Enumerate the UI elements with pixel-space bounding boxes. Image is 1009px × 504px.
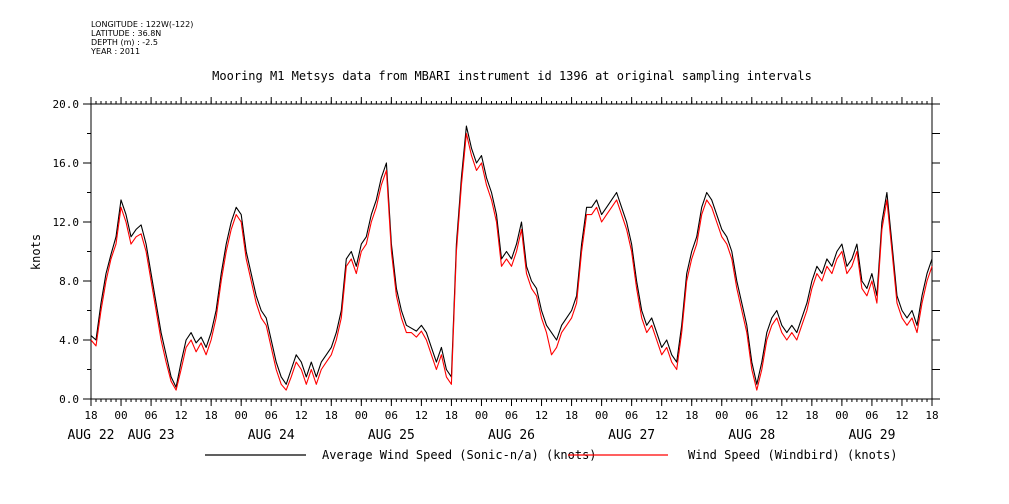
- y-axis: 0.0 4.0 8.0 12.0 16.0 20.0: [53, 98, 940, 406]
- x-tick-label: 12: [174, 409, 187, 422]
- depth-label: DEPTH (m) : -2.5: [91, 38, 158, 47]
- legend: Average Wind Speed (Sonic-n/a) (knots) Wi…: [205, 448, 898, 462]
- y-axis-label: knots: [29, 234, 43, 270]
- x-day-label: AUG 29: [848, 428, 895, 443]
- x-tick-label: 12: [535, 409, 548, 422]
- x-tick-label: 18: [325, 409, 338, 422]
- x-tick-label: 00: [595, 409, 608, 422]
- x-tick-label: 06: [385, 409, 398, 422]
- x-tick-label: 12: [415, 409, 428, 422]
- x-tick-label: 00: [355, 409, 368, 422]
- x-day-label: AUG 23: [128, 428, 175, 443]
- x-day-label: AUG 28: [728, 428, 775, 443]
- x-tick-label: 18: [205, 409, 218, 422]
- y-tick-label: 0.0: [59, 393, 79, 406]
- x-tick-label: 06: [625, 409, 638, 422]
- x-day-label: AUG 22: [68, 428, 115, 443]
- legend-label-2: Wind Speed (Windbird) (knots): [688, 448, 898, 462]
- longitude-label: LONGITUDE : 122W(-122): [91, 20, 194, 29]
- plot-frame: [90, 103, 933, 400]
- y-tick-label: 20.0: [53, 98, 80, 111]
- x-tick-label: 00: [235, 409, 248, 422]
- x-tick-label: 06: [144, 409, 157, 422]
- x-tick-label: 12: [895, 409, 908, 422]
- x-tick-label: 06: [745, 409, 758, 422]
- x-day-label: AUG 26: [488, 428, 535, 443]
- y-tick-label: 8.0: [59, 275, 79, 288]
- x-tick-label: 18: [925, 409, 938, 422]
- x-tick-label: 06: [265, 409, 278, 422]
- series-line-2: [90, 132, 933, 391]
- x-day-label: AUG 24: [248, 428, 295, 443]
- x-tick-label: 18: [445, 409, 458, 422]
- minor-ticks: [90, 101, 933, 402]
- x-tick-label: 18: [685, 409, 698, 422]
- x-tick-label: 06: [865, 409, 878, 422]
- y-tick-label: 16.0: [53, 157, 80, 170]
- series-line-1: [90, 125, 933, 388]
- x-day-label: AUG 27: [608, 428, 655, 443]
- x-tick-label: 18: [565, 409, 578, 422]
- x-day-label: AUG 25: [368, 428, 415, 443]
- x-axis: 18 00 06 12 18 00 06 12 18 00 06 12 18 00 06 12 18 00 06 12…: [68, 97, 939, 443]
- series-layer: [90, 125, 933, 391]
- x-tick-label: 00: [475, 409, 488, 422]
- x-tick-label: 18: [805, 409, 818, 422]
- year-label: YEAR : 2011: [91, 47, 141, 56]
- x-tick-label: 18: [84, 409, 97, 422]
- y-tick-label: 4.0: [59, 334, 79, 347]
- y-tick-label: 12.0: [53, 216, 80, 229]
- legend-label-1: Average Wind Speed (Sonic-n/a) (knots): [322, 448, 597, 462]
- x-tick-label: 12: [775, 409, 788, 422]
- latitude-label: LATITUDE : 36.8N: [91, 29, 162, 38]
- x-tick-label: 00: [835, 409, 848, 422]
- x-tick-label: 00: [715, 409, 728, 422]
- x-tick-label: 00: [114, 409, 127, 422]
- x-tick-label: 06: [505, 409, 518, 422]
- x-tick-label: 12: [295, 409, 308, 422]
- x-tick-label: 12: [655, 409, 668, 422]
- chart-title: Mooring M1 Metsys data from MBARI instru…: [212, 69, 812, 83]
- metadata-block: LONGITUDE : 122W(-122) LATITUDE : 36.8N …: [91, 20, 193, 56]
